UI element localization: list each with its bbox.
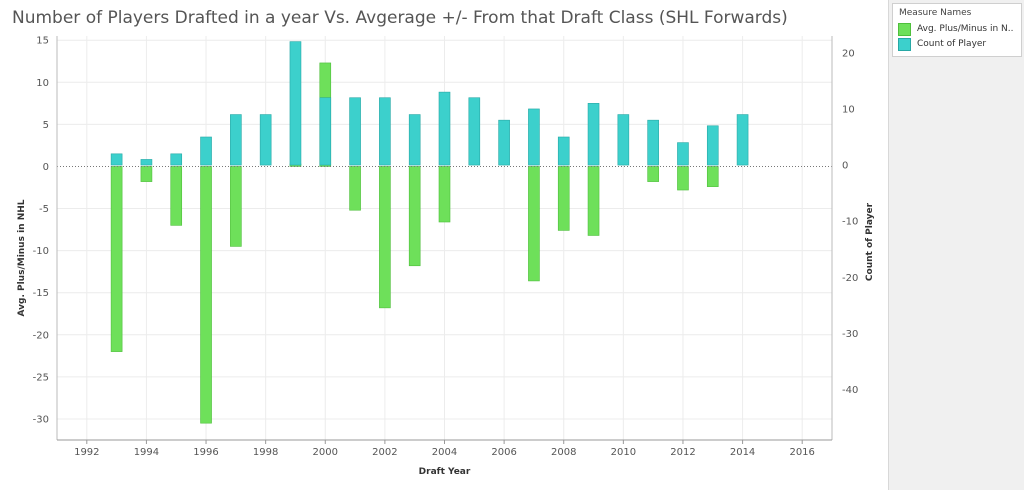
y-tick-label-right: -30 bbox=[842, 329, 858, 340]
y-tick-label-right: -40 bbox=[842, 385, 858, 396]
legend-swatch-count-of-player bbox=[898, 37, 911, 51]
y-tick-label-left: 10 bbox=[36, 78, 49, 89]
bar-count-of-player bbox=[140, 159, 153, 166]
x-tick-label: 2004 bbox=[432, 447, 457, 458]
legend-item-avg-plus-minus[interactable]: Avg. Plus/Minus in N.. bbox=[898, 22, 1014, 36]
x-tick-label: 2006 bbox=[491, 447, 516, 458]
bar-count-of-player bbox=[617, 114, 630, 166]
bar-count-of-player bbox=[647, 119, 659, 166]
bar-count-of-player bbox=[379, 97, 391, 166]
bar-count-of-player bbox=[230, 114, 242, 166]
grid-layer bbox=[57, 36, 832, 440]
x-tick-label: 2014 bbox=[730, 447, 755, 458]
y-tick-label-right: -10 bbox=[842, 217, 858, 228]
bar-count-of-player bbox=[706, 125, 719, 166]
x-tick-label: 2000 bbox=[313, 447, 338, 458]
y-axis-title-right: Count of Player bbox=[865, 202, 875, 281]
legend-panel bbox=[888, 0, 1024, 490]
bar-avg-plus-minus bbox=[557, 166, 570, 231]
y-tick-label-right: -20 bbox=[842, 273, 858, 284]
x-tick-label: 2002 bbox=[372, 447, 397, 458]
bar-count-of-player bbox=[557, 136, 570, 166]
y-tick-label-right: 0 bbox=[842, 161, 848, 172]
x-tick-label: 1996 bbox=[193, 447, 218, 458]
y-tick-label-left: 15 bbox=[36, 36, 49, 47]
bar-avg-plus-minus bbox=[349, 166, 361, 211]
y-tick-label-left: -10 bbox=[33, 246, 49, 257]
bar-avg-plus-minus bbox=[379, 166, 391, 309]
chart-plot: 1992 1994 1996 1998 2000 2002 2004 2006 2008 2010… bbox=[17, 36, 875, 477]
y-tick-label-left: -15 bbox=[33, 288, 49, 299]
bar-avg-plus-minus bbox=[170, 166, 183, 226]
bar-avg-plus-minus bbox=[438, 166, 451, 223]
chart-title: Number of Players Drafted in a year Vs. … bbox=[12, 8, 788, 28]
bar-avg-plus-minus bbox=[230, 166, 242, 247]
y-tick-label-left: -25 bbox=[33, 372, 49, 383]
legend-label-count-of-player: Count of Player bbox=[917, 39, 987, 49]
bar-avg-plus-minus bbox=[528, 166, 540, 282]
x-tick-label: 2010 bbox=[611, 447, 636, 458]
bar-avg-plus-minus bbox=[200, 166, 212, 424]
y-tick-label-left: -30 bbox=[33, 414, 49, 425]
bar-count-of-player bbox=[319, 97, 332, 166]
y-tick-label-left: -20 bbox=[33, 330, 49, 341]
bar-avg-plus-minus bbox=[110, 166, 123, 352]
x-tick-label: 1998 bbox=[253, 447, 278, 458]
y-tick-label-left: -5 bbox=[39, 204, 49, 215]
bar-count-of-player bbox=[408, 114, 421, 166]
bar-layer bbox=[110, 41, 749, 424]
bar-count-of-player bbox=[349, 97, 361, 166]
y-tick-label-left: 5 bbox=[43, 120, 49, 131]
bar-avg-plus-minus bbox=[408, 166, 421, 267]
y-tick-label-right: 20 bbox=[842, 48, 855, 59]
x-axis-title: Draft Year bbox=[419, 467, 471, 477]
bar-count-of-player bbox=[498, 119, 510, 166]
bar-count-of-player bbox=[200, 136, 212, 166]
y-axis-title-left: Avg. Plus/Minus in NHL bbox=[17, 199, 27, 316]
bar-count-of-player bbox=[289, 41, 302, 166]
bar-avg-plus-minus bbox=[677, 166, 689, 191]
bar-count-of-player bbox=[170, 153, 183, 166]
bar-count-of-player bbox=[736, 114, 749, 166]
bar-count-of-player bbox=[587, 103, 600, 166]
bar-count-of-player bbox=[438, 91, 451, 166]
x-tick-label: 2012 bbox=[670, 447, 695, 458]
bar-avg-plus-minus bbox=[647, 166, 659, 182]
bar-count-of-player bbox=[528, 108, 540, 166]
bar-count-of-player bbox=[110, 153, 123, 166]
x-tick-label: 1994 bbox=[134, 447, 159, 458]
y-tick-label-right: 10 bbox=[842, 104, 855, 115]
bar-avg-plus-minus bbox=[587, 166, 600, 236]
bar-count-of-player bbox=[468, 97, 481, 166]
bar-count-of-player bbox=[259, 114, 272, 166]
bar-avg-plus-minus bbox=[140, 166, 153, 182]
legend-label-avg-plus-minus: Avg. Plus/Minus in N.. bbox=[917, 24, 1014, 34]
y-tick-label-left: 0 bbox=[43, 162, 49, 173]
axis-layer: 1992 1994 1996 1998 2000 2002 2004 2006 2008 2010… bbox=[17, 36, 875, 477]
legend-title: Measure Names bbox=[899, 8, 972, 18]
legend: Measure Names Avg. Plus/Minus in N.. Cou… bbox=[892, 3, 1022, 57]
legend-swatch-avg-plus-minus bbox=[898, 22, 911, 36]
x-tick-label: 1992 bbox=[74, 447, 99, 458]
legend-item-count-of-player[interactable]: Count of Player bbox=[898, 37, 987, 51]
bar-count-of-player bbox=[677, 142, 689, 166]
bar-avg-plus-minus bbox=[706, 166, 719, 187]
x-tick-label: 2008 bbox=[551, 447, 576, 458]
x-tick-label: 2016 bbox=[789, 447, 814, 458]
